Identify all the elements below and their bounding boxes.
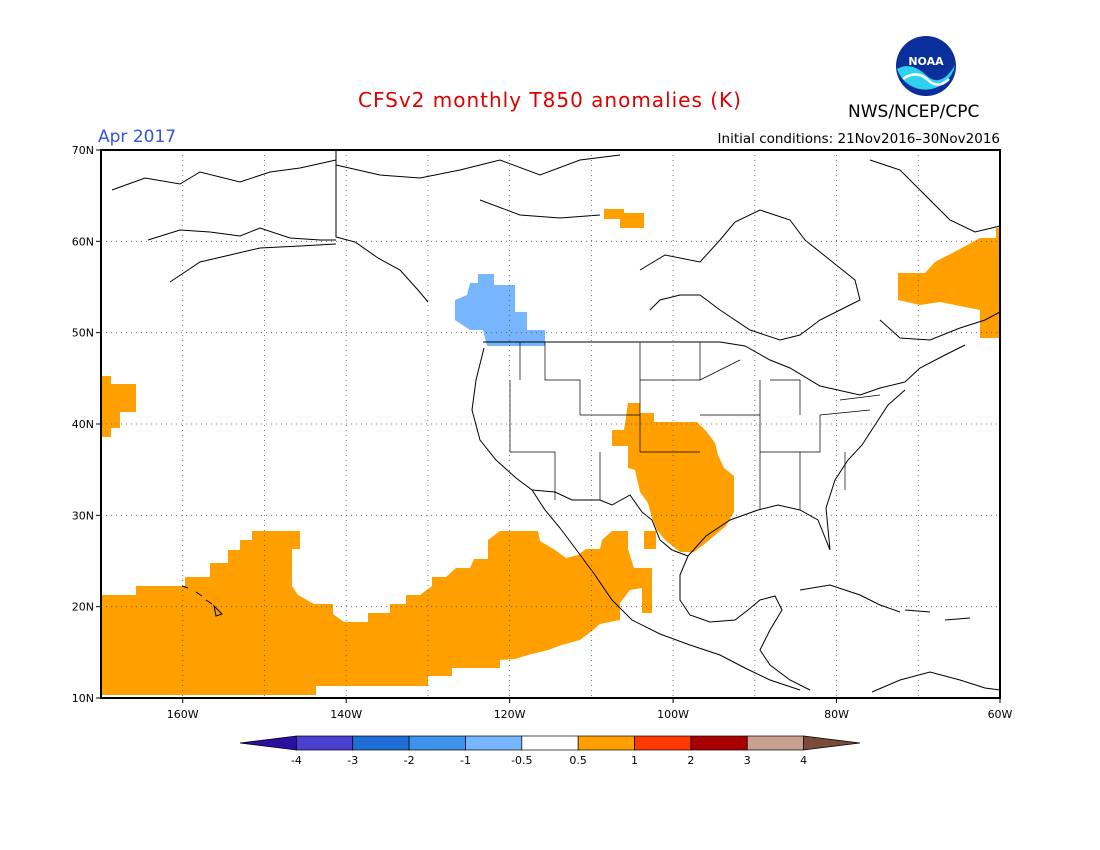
subtropical-pacific-warm-anomaly-patch [644,531,656,549]
canada-arctic-coast [335,154,621,219]
colorbar-label: 2 [687,754,694,767]
colorbar-segment [465,735,523,751]
country-borders [111,150,1001,693]
lat-label: 10N [72,692,94,705]
lat-label: 20N [72,601,94,614]
lon-label: 140W [330,708,362,721]
colorbar-segment [352,735,410,751]
colorbar-label: 0.5 [569,754,587,767]
lon-label: 160W [167,708,199,721]
us-canada-border [483,341,906,396]
colorbar: -4 -3 -2 -1 -0.5 0.5 1 2 3 4 [239,735,861,767]
north-pacific-warm-anomaly [101,376,136,437]
lat-label: 40N [72,418,94,431]
colorbar-label: 3 [744,754,751,767]
colorbar-segment [746,735,804,751]
lon-label: 100W [657,708,689,721]
noaa-logo: NOAA [896,36,956,96]
colorbar-segment [690,735,748,751]
cuba-coast [799,584,901,613]
lat-label: 70N [72,144,94,157]
eastern-canada-warm-anomaly [898,228,1000,338]
chart-title: CFSv2 monthly T850 anomalies (K) [358,88,742,112]
colorbar-label: -2 [404,754,415,767]
colorbar-label: -4 [291,754,302,767]
alaska-border [335,150,429,303]
hudson-bay-warm-anomaly [604,209,644,228]
logo-text: NOAA [908,55,944,68]
latitude-labels: 70N 60N 50N 40N 30N 20N 10N [72,144,101,705]
colorbar-segment [521,735,579,751]
hawaii-islands [181,585,223,617]
colorbar-arrow-low [239,735,297,751]
longitude-labels: 160W 140W 120W 100W 80W 60W [167,698,1013,721]
colorbar-label: -0.5 [511,754,532,767]
initial-conditions-label: Initial conditions: 21Nov2016–30Nov2016 [717,131,1000,147]
us-mexico-border [531,489,689,557]
colorbar-label: -1 [460,754,471,767]
colorbar-segment [577,735,635,751]
colorbar-arrow-high [803,735,861,751]
lat-label: 60N [72,235,94,248]
forecast-month-label: Apr 2017 [98,127,177,147]
lat-label: 30N [72,509,94,522]
greenland-coast [869,159,1001,233]
pacific-coast [471,347,801,691]
hudson-bay-coast [639,209,861,341]
colorbar-segment [296,735,354,751]
alaska-coast [111,159,337,283]
colorbar-label: -3 [347,754,358,767]
eastern-canada-coast [879,311,1001,383]
lon-label: 60W [988,708,1013,721]
mexico-east-coast [679,555,811,691]
western-canada-cold-anomaly [455,274,545,346]
caribbean-islands [904,609,971,621]
south-america-coast [871,671,1001,693]
lat-label: 50N [72,327,94,340]
colorbar-segment [408,735,466,751]
colorbar-label: 4 [800,754,807,767]
agency-label: NWS/NCEP/CPC [848,102,980,122]
state-borders [509,342,881,510]
anomaly-fills [101,209,1000,695]
lon-label: 80W [824,708,849,721]
colorbar-label: 1 [631,754,638,767]
southern-plains-warm-anomaly [612,403,734,552]
subtropical-pacific-warm-anomaly [101,531,652,695]
state-border-lines [509,342,881,510]
gulf-coast [687,389,906,557]
colorbar-segment [634,735,692,751]
lon-label: 120W [494,708,526,721]
